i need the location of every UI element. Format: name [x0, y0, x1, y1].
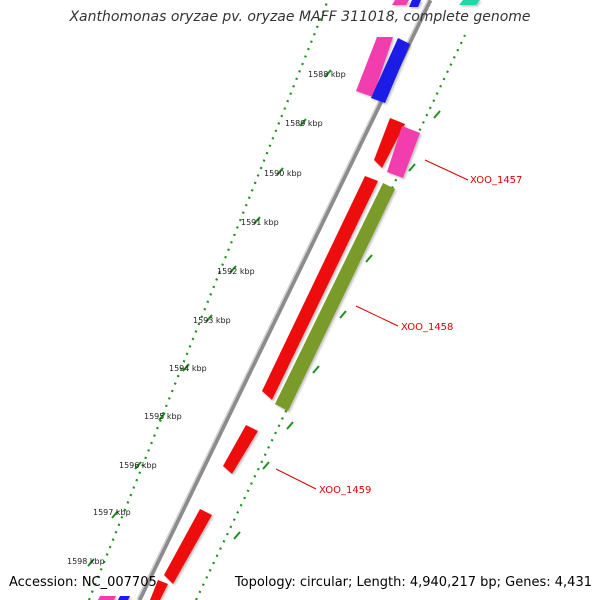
tick-mark	[182, 363, 190, 372]
tick-label: 1596 kbp	[119, 461, 157, 470]
accession-text: Accession: NC_007705	[9, 575, 157, 590]
tick-mark	[205, 314, 213, 323]
cds-bottom-magenta[interactable]	[98, 596, 116, 600]
tick-mark	[134, 461, 142, 470]
gene-label-xoo-1459[interactable]: XOO_1459	[319, 485, 371, 496]
cds-bottom-blue[interactable]	[118, 596, 130, 600]
tick-label: 1598 kbp	[67, 557, 105, 566]
tick-label: 1588 kbp	[308, 70, 346, 79]
tick-mark	[229, 265, 237, 274]
cds-olive-1590[interactable]	[275, 183, 395, 411]
cds-red-1589[interactable]	[374, 118, 405, 168]
gene-label-xoo-1458[interactable]: XOO_1458	[401, 322, 453, 333]
tick-mark	[158, 412, 166, 421]
tick-label: 1592 kbp	[217, 267, 255, 276]
inner-track-mark	[433, 110, 441, 119]
map-title: Xanthomonas oryzae pv. oryzae MAFF 31101…	[69, 9, 531, 25]
cds-xoo-1459[interactable]	[223, 425, 258, 474]
cds-red-1597b	[150, 580, 168, 600]
tick-label: 1589 kbp	[285, 119, 323, 128]
cds-magenta-1589[interactable]	[387, 126, 420, 178]
cds-top-teal[interactable]	[459, 0, 480, 5]
cds-top-magenta[interactable]	[356, 37, 393, 97]
gene-label-xoo-1457[interactable]: XOO_1457	[470, 175, 522, 186]
tick-mark	[111, 510, 119, 519]
inner-track-mark	[339, 310, 347, 319]
cds-red-1597[interactable]	[164, 509, 212, 584]
tick-label: 1590 kbp	[264, 169, 302, 178]
genome-summary-text: Topology: circular; Length: 4,940,217 bp…	[234, 575, 592, 590]
cds-top-blue[interactable]	[371, 38, 410, 103]
tick-label: 1594 kbp	[169, 364, 207, 373]
inner-track-mark	[286, 421, 294, 430]
tick-mark	[299, 118, 307, 127]
tick-mark	[253, 216, 261, 225]
inner-track-mark	[262, 461, 270, 470]
tick-mark	[324, 69, 332, 78]
tick-label: 1591 kbp	[241, 218, 279, 227]
tick-label: 1595 kbp	[144, 412, 182, 421]
tick-label: 1593 kbp	[193, 316, 231, 325]
inner-track-mark	[365, 254, 373, 263]
leader-line-xoo-1457	[424, 159, 469, 181]
inner-track-mark	[312, 365, 320, 374]
leader-line-xoo-1458	[355, 305, 399, 327]
cds-xoo-1458[interactable]	[262, 176, 378, 400]
tick-mark	[87, 558, 95, 567]
tick-mark	[276, 167, 284, 176]
cds-top-blue-cap	[409, 0, 421, 7]
inner-track-mark	[408, 163, 416, 172]
cds-top-magenta-cap	[392, 0, 409, 5]
inner-track-mark	[233, 531, 241, 540]
leader-line-xoo-1459	[275, 468, 317, 490]
tick-label: 1597 kbp	[93, 508, 131, 517]
